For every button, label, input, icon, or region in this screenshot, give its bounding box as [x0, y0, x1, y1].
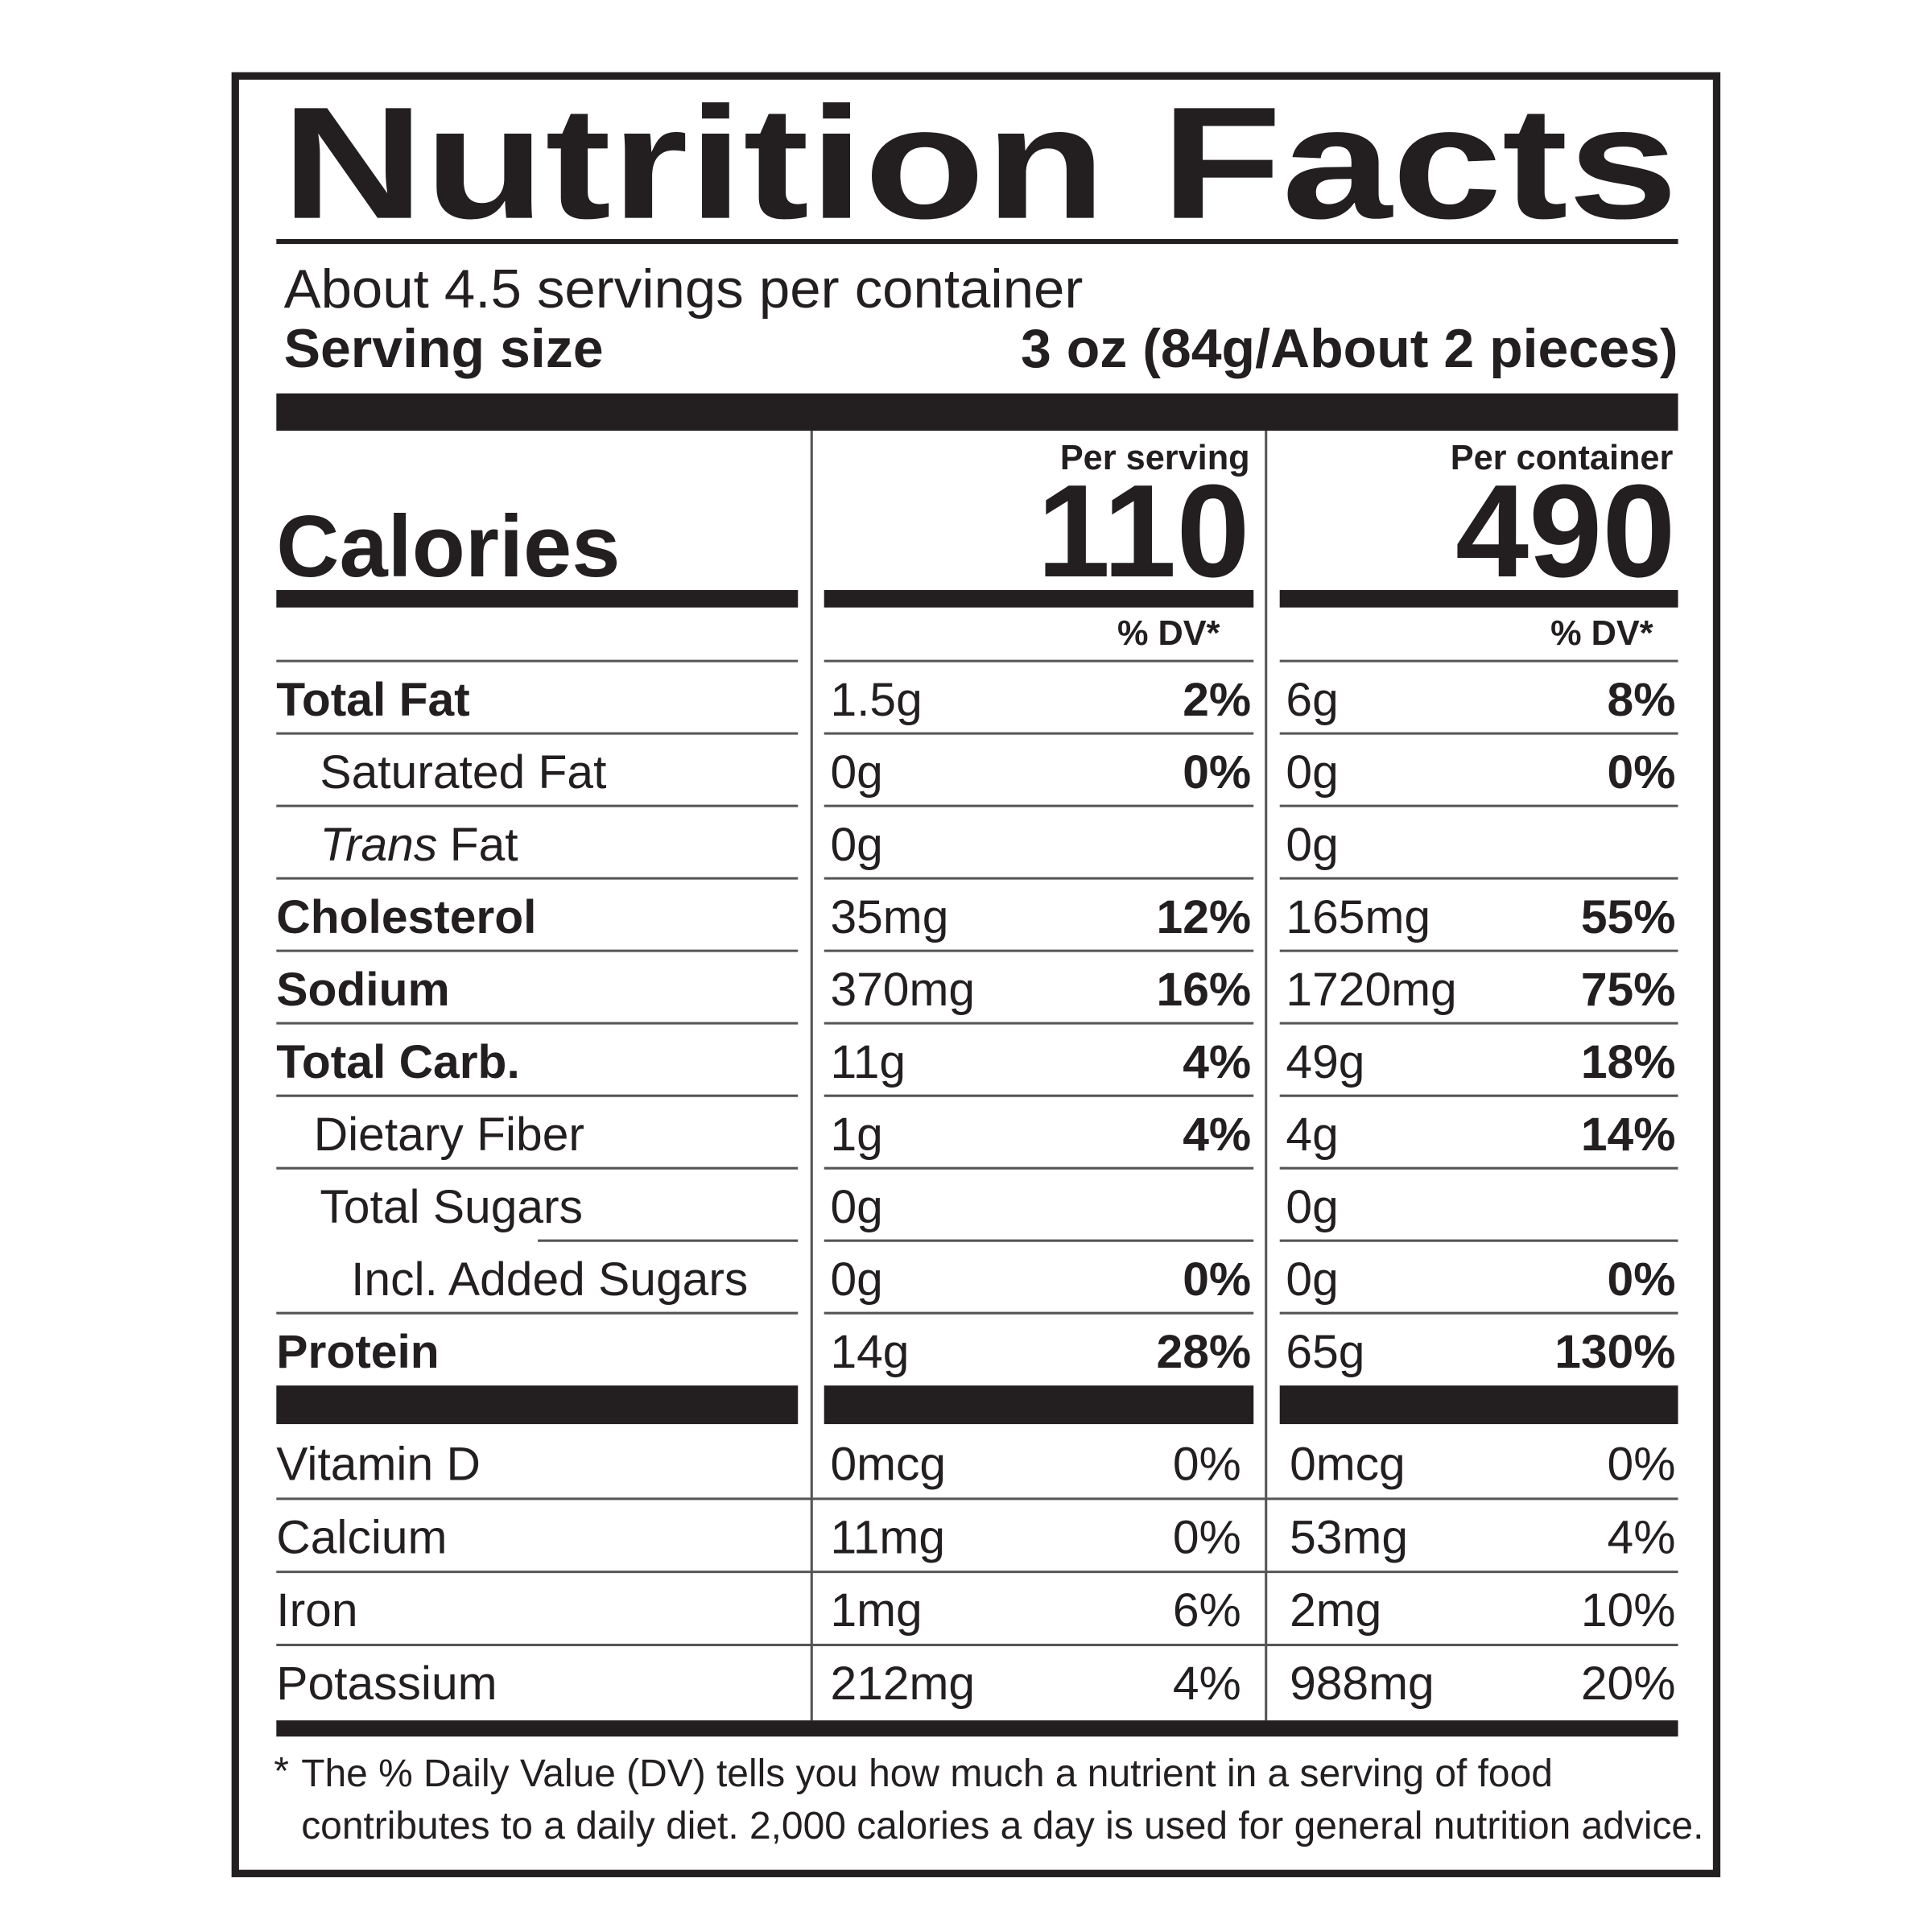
- daily-value: 28%: [1157, 1326, 1252, 1378]
- amount: 165mg: [1286, 891, 1430, 943]
- amount: 0g: [1286, 1181, 1338, 1233]
- bar: [276, 1720, 1678, 1737]
- nutrient-name: Total Sugars: [320, 1181, 583, 1233]
- daily-value: 18%: [1581, 1036, 1676, 1088]
- nutrient-name: Incl. Added Sugars: [351, 1253, 748, 1306]
- daily-value: 0%: [1173, 1511, 1241, 1563]
- amount: 0mcg: [830, 1439, 946, 1491]
- nutrient-name: Trans Fat: [320, 819, 518, 871]
- daily-value: 4%: [1183, 1108, 1251, 1161]
- daily-value: 2%: [1183, 674, 1251, 726]
- daily-value: 130%: [1554, 1326, 1675, 1378]
- amount: 1mg: [830, 1584, 922, 1637]
- footnote-marker: *: [274, 1750, 289, 1793]
- nutrient-name: Sodium: [276, 964, 449, 1016]
- nutrient-name: Saturated Fat: [320, 746, 606, 799]
- amount: 1720mg: [1286, 964, 1456, 1016]
- daily-value: 0%: [1608, 746, 1676, 799]
- nutrient-name-rest: Fat: [450, 819, 518, 871]
- amount: 0g: [1286, 746, 1338, 799]
- bar: [1279, 1385, 1678, 1425]
- bar: [276, 1385, 799, 1425]
- daily-value: 75%: [1581, 964, 1676, 1016]
- bar: [1279, 589, 1678, 608]
- vitamin-name: Potassium: [276, 1657, 497, 1710]
- amount: 1.5g: [830, 674, 922, 726]
- bar: [824, 1385, 1254, 1425]
- vitamin-name: Vitamin D: [276, 1439, 481, 1491]
- label-border: [231, 72, 1721, 1877]
- vitamin-name: Iron: [276, 1584, 357, 1637]
- amount: 14g: [830, 1326, 909, 1378]
- amount: 6g: [1286, 674, 1338, 726]
- amount: 11mg: [830, 1511, 945, 1563]
- amount: 0g: [1286, 819, 1338, 871]
- amount: 2mg: [1290, 1584, 1381, 1637]
- amount: 0mcg: [1290, 1439, 1406, 1491]
- daily-value: 55%: [1581, 891, 1676, 943]
- amount: 1g: [830, 1108, 882, 1161]
- daily-value: 12%: [1157, 891, 1252, 943]
- bar: [276, 589, 799, 608]
- nutrient-name: Protein: [276, 1326, 439, 1378]
- amount: 0g: [830, 1181, 882, 1233]
- amount: 988mg: [1290, 1657, 1435, 1710]
- calories-value: 490: [1455, 457, 1675, 605]
- daily-value: 4%: [1608, 1511, 1676, 1563]
- daily-value: 10%: [1581, 1584, 1676, 1637]
- footnote: contributes to a daily diet. 2,000 calor…: [301, 1805, 1703, 1847]
- daily-value: 6%: [1173, 1584, 1241, 1637]
- daily-value: 20%: [1581, 1657, 1676, 1710]
- amount: 53mg: [1290, 1511, 1408, 1563]
- amount: 0g: [830, 1253, 882, 1306]
- bar: [824, 589, 1254, 608]
- daily-value: 14%: [1581, 1108, 1676, 1161]
- dv-header: % DV*: [1117, 614, 1220, 653]
- serving-size-value: 3 oz (84g/About 2 pieces): [1021, 318, 1678, 379]
- column-header: Per serving: [1060, 439, 1250, 477]
- rule: [276, 238, 1678, 245]
- amount: 0g: [830, 746, 882, 799]
- daily-value: 0%: [1608, 1253, 1676, 1306]
- nutrient-name: Total Carb.: [276, 1036, 519, 1088]
- thick-bar: [276, 393, 1678, 431]
- amount: 4g: [1286, 1108, 1338, 1161]
- column-header: Per container: [1451, 439, 1674, 477]
- vitamin-name: Calcium: [276, 1511, 447, 1563]
- daily-value: 0%: [1608, 1439, 1676, 1491]
- daily-value: 0%: [1173, 1439, 1241, 1491]
- amount: 11g: [830, 1036, 906, 1088]
- amount: 65g: [1286, 1326, 1364, 1378]
- amount: 0g: [1286, 1253, 1338, 1306]
- amount: 0g: [830, 819, 882, 871]
- calories-value: 110: [1037, 457, 1249, 605]
- dv-header: % DV*: [1550, 614, 1653, 653]
- daily-value: 4%: [1173, 1657, 1241, 1710]
- amount: 49g: [1286, 1036, 1364, 1088]
- daily-value: 16%: [1157, 964, 1252, 1016]
- footnote: The % Daily Value (DV) tells you how muc…: [301, 1752, 1553, 1795]
- servings: About 4.5 servings per container: [284, 258, 1084, 320]
- amount: 35mg: [830, 891, 948, 943]
- label-body: Nutrition Facts About 4.5 servings per c…: [231, 72, 1721, 1877]
- calories-label: Calories: [276, 497, 620, 595]
- nutrient-name: Cholesterol: [276, 891, 536, 943]
- nutrient-name: Dietary Fiber: [314, 1108, 584, 1161]
- amount: 212mg: [830, 1657, 975, 1710]
- amount: 370mg: [830, 964, 975, 1016]
- daily-value: 4%: [1183, 1036, 1251, 1088]
- nutrient-name: Total Fat: [276, 674, 469, 726]
- daily-value: 0%: [1183, 1253, 1251, 1306]
- daily-value: 8%: [1608, 674, 1676, 726]
- daily-value: 0%: [1183, 746, 1251, 799]
- title: Nutrition Facts: [281, 74, 1678, 252]
- nutrient-name-italic: Trans: [320, 819, 437, 871]
- serving-size-label: Serving size: [284, 318, 604, 379]
